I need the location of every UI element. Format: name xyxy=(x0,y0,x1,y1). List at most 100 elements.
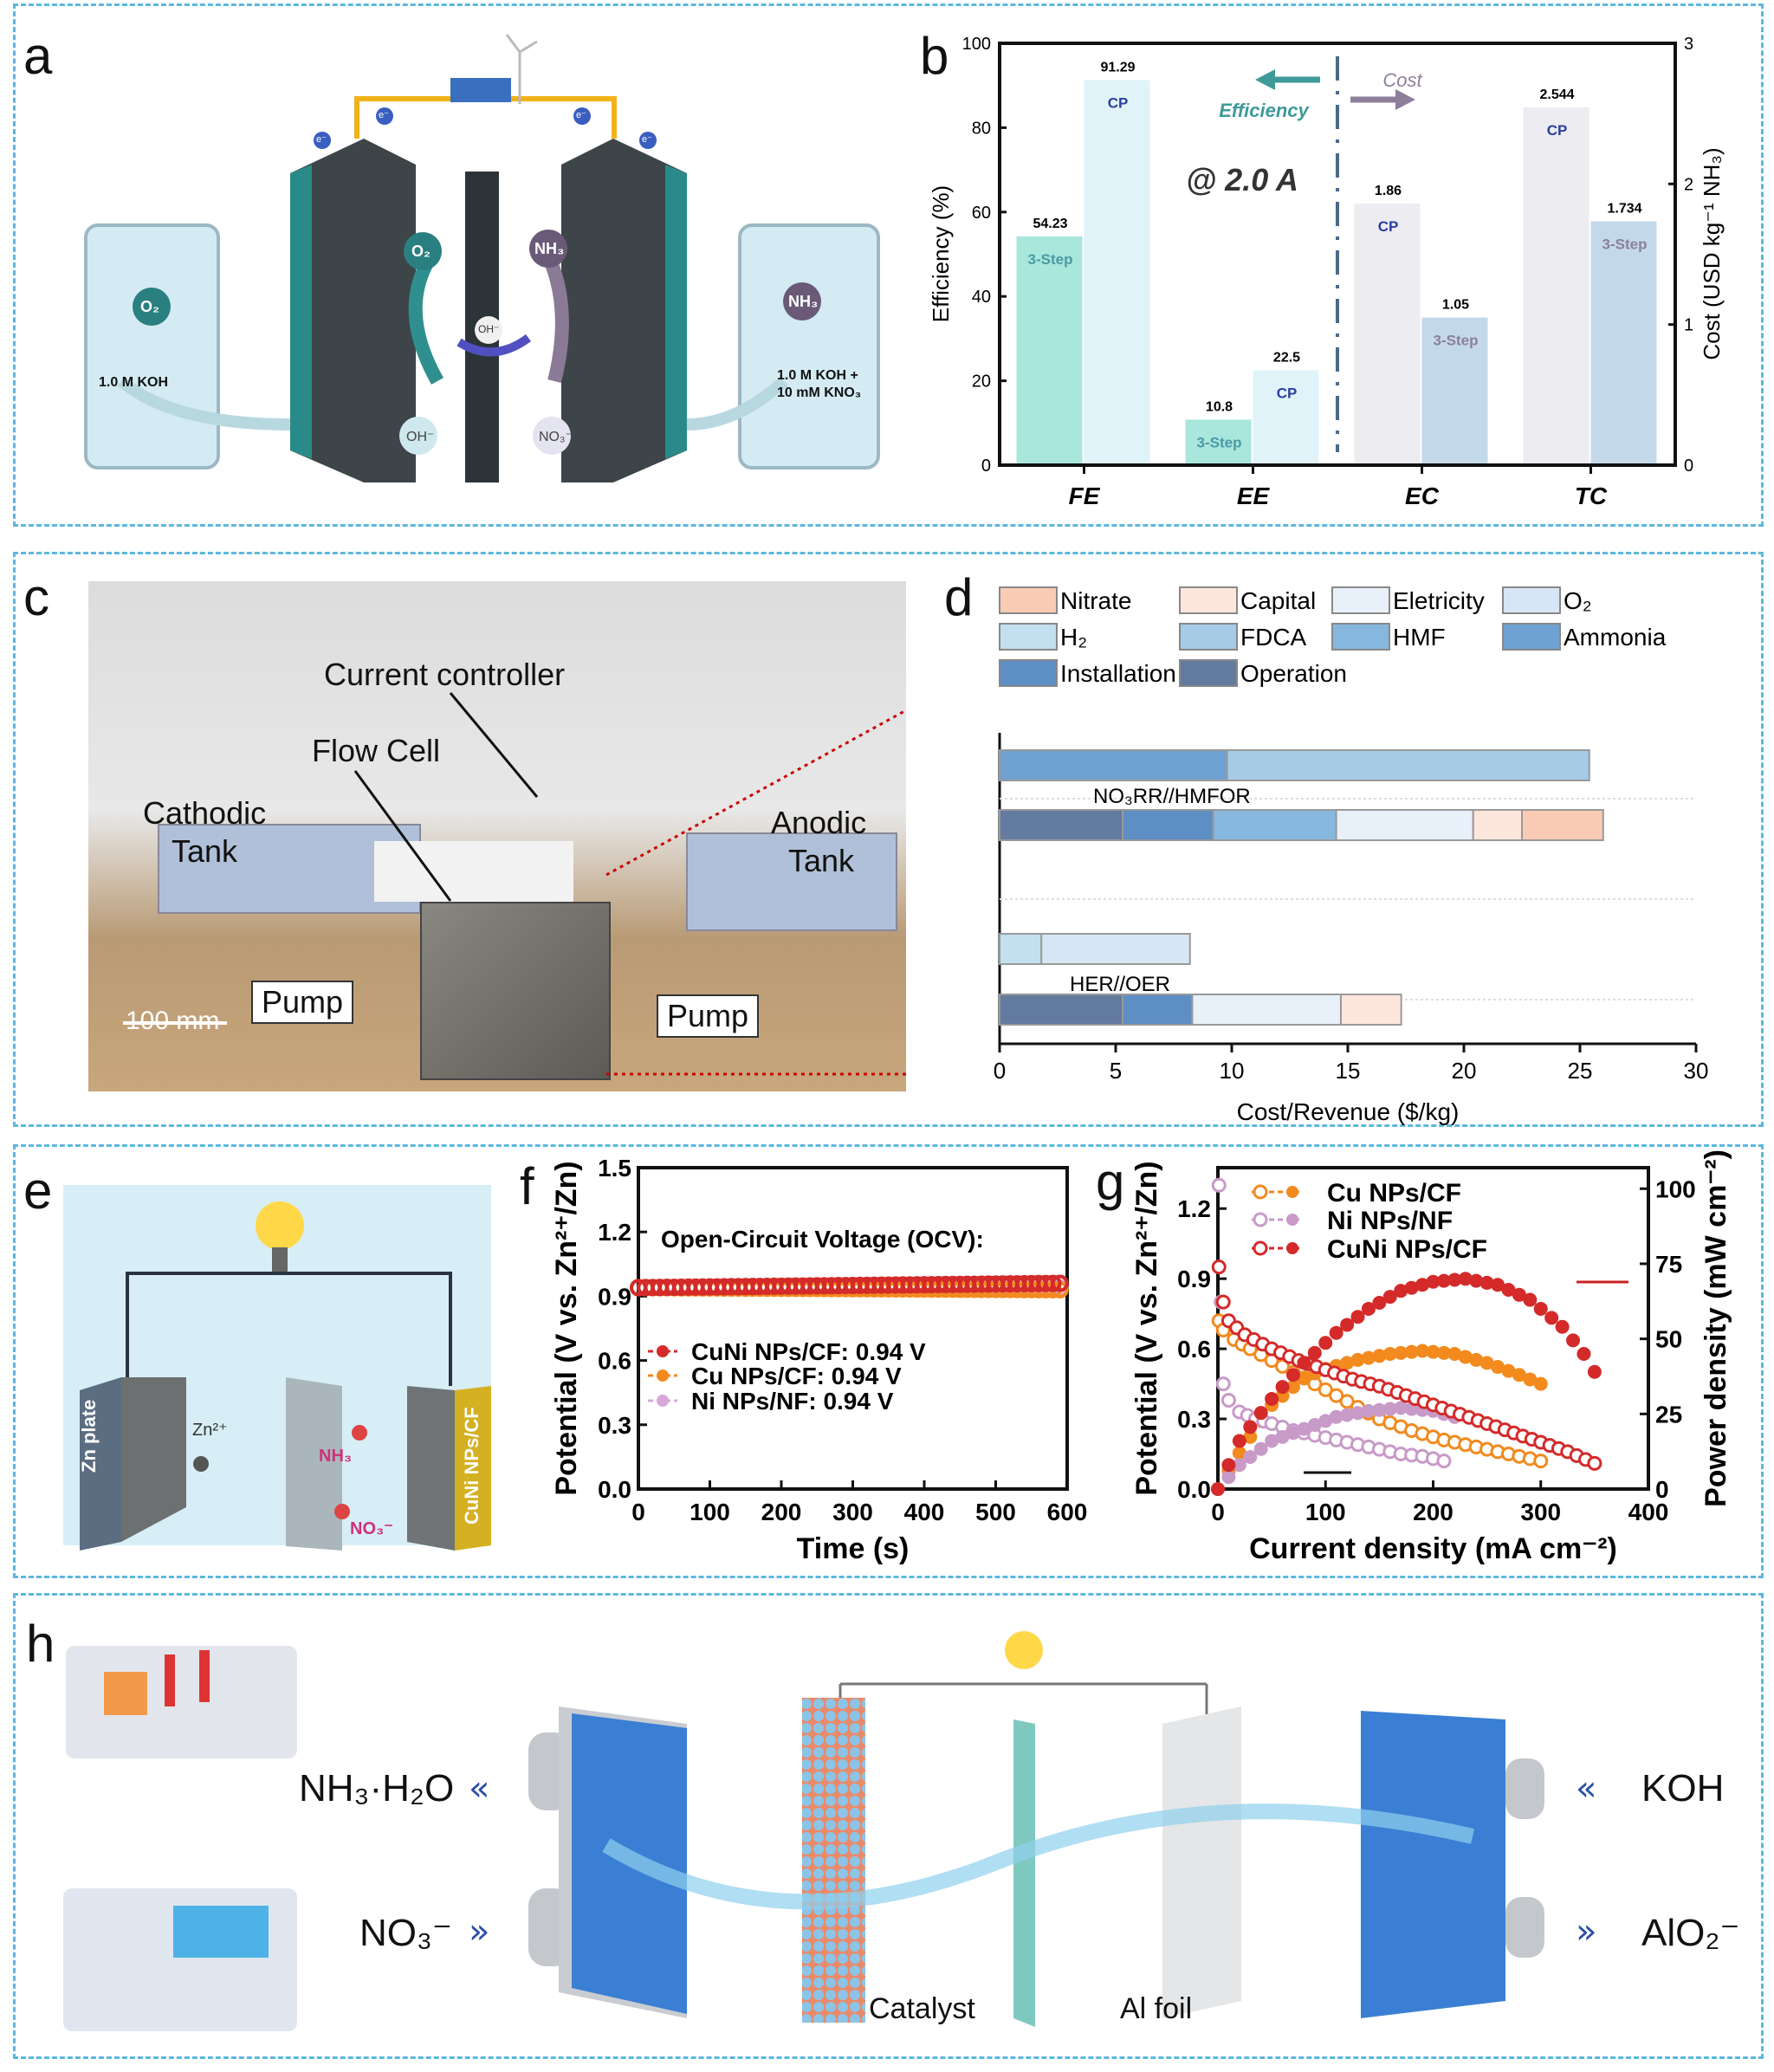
bar-segment-capital xyxy=(1472,809,1523,841)
power-point-cuni-nps-cf xyxy=(1394,1284,1408,1298)
y-axis-label: Potential (V vs. Zn²⁺/Zn) xyxy=(1130,1161,1163,1495)
bar-segment-fdca xyxy=(1226,749,1590,781)
power-point-cuni-nps-cf xyxy=(1253,1406,1268,1421)
al-foil-label: Al foil xyxy=(1120,1992,1193,2025)
bar-value-label: 10.8 xyxy=(1206,399,1233,414)
panel-label-f: f xyxy=(520,1157,534,1215)
potential-point-cu-nps-cf xyxy=(1275,1358,1291,1374)
bar-segment-eletricity xyxy=(1191,994,1342,1026)
power-point-cu-nps-cf xyxy=(1243,1429,1258,1444)
power-point-ni-nps-nf xyxy=(1307,1418,1322,1433)
power-point-ni-nps-nf xyxy=(1318,1414,1333,1428)
chart-title: Open-Circuit Voltage (OCV): xyxy=(661,1226,984,1253)
power-point-cuni-nps-cf xyxy=(1232,1434,1246,1448)
factory-icon xyxy=(66,1646,297,1758)
power-point-cuni-nps-cf xyxy=(1512,1287,1526,1302)
power-point-ni-nps-nf xyxy=(1275,1429,1290,1444)
power-point-cu-nps-cf xyxy=(1512,1368,1526,1382)
o2-label-left: O₂ xyxy=(140,298,159,315)
potential-point-cu-nps-cf xyxy=(1318,1382,1333,1397)
panel-label-c: c xyxy=(23,568,49,626)
x-tick-label: 200 xyxy=(1413,1499,1454,1525)
power-point-ni-nps-nf xyxy=(1253,1441,1268,1456)
bar-tc-cp xyxy=(1523,107,1589,464)
power-point-cu-nps-cf xyxy=(1404,1344,1419,1359)
current-controller xyxy=(374,841,573,902)
x-tick-label: 15 xyxy=(1336,1058,1361,1084)
bar-series-label: CP xyxy=(1277,385,1298,401)
power-point-ni-nps-nf xyxy=(1243,1450,1258,1465)
oh-transfer-arrow xyxy=(456,333,531,357)
power-point-cuni-nps-cf xyxy=(1426,1274,1441,1289)
legend-marker-filled xyxy=(1286,1242,1298,1254)
legend-swatch-4 xyxy=(999,623,1058,651)
nh3-label-right: NH₃ xyxy=(788,293,819,310)
group-label: NO₃RR//HMFOR xyxy=(1093,785,1251,808)
current-controller-label: Current controller xyxy=(324,657,566,692)
power-point-cuni-nps-cf xyxy=(1587,1364,1602,1379)
bar-tc-3-step xyxy=(1590,221,1657,463)
x-tick-label: 300 xyxy=(832,1499,873,1525)
x-tick-label: 100 xyxy=(1305,1499,1346,1525)
al-foil-plate xyxy=(1162,1706,1241,2018)
x-tick-label: 300 xyxy=(1520,1499,1561,1525)
y-axis-label: Efficiency (%) xyxy=(928,185,954,322)
anode-plate xyxy=(561,139,687,482)
panel-label-d: d xyxy=(944,568,974,626)
y-right-tick-label: 50 xyxy=(1655,1326,1682,1353)
y-tick-label: 0.0 xyxy=(598,1476,631,1503)
cathode-plate xyxy=(455,1386,491,1551)
power-point-cuni-nps-cf xyxy=(1382,1290,1397,1305)
bar-segment-o₂ xyxy=(1040,933,1191,965)
bar-series-label: CP xyxy=(1108,94,1129,111)
y-tick-label: 1.2 xyxy=(1177,1195,1211,1222)
power-point-cuni-nps-cf xyxy=(1361,1301,1376,1316)
legend-swatch-6 xyxy=(1331,623,1390,651)
flow-cell-schematic xyxy=(84,34,880,482)
bar-fe-cp xyxy=(1084,80,1150,464)
light-bulb-icon xyxy=(1005,1631,1043,1669)
bar-segment-eletricity xyxy=(1335,809,1474,841)
legend-marker xyxy=(657,1345,669,1357)
nh3-h2o-label: NH₃·H₂O xyxy=(299,1767,455,1810)
potential-point-ni-nps-nf xyxy=(1211,1177,1227,1193)
no3-label-h: NO₃⁻ xyxy=(359,1912,453,1954)
x-axis-label: Time (s) xyxy=(797,1532,910,1565)
chart-f: 0 100 200 300 400 500 600 0.0 0.3 0.6 0.9 1.2 1.5 Tim… xyxy=(550,1155,1087,1565)
potential-point-ni-nps-nf xyxy=(1215,1376,1231,1392)
pump-left-label: Pump xyxy=(251,981,354,1024)
legend-swatch-3 xyxy=(1502,586,1561,614)
electron-label-1: e⁻ xyxy=(316,134,327,145)
y-tick-label: 60 xyxy=(972,204,991,223)
panel-label-b: b xyxy=(920,27,949,85)
panel-label-e: e xyxy=(23,1162,53,1220)
electrolyte-flow xyxy=(602,1803,1475,1910)
power-point-cuni-nps-cf xyxy=(1285,1368,1300,1382)
power-point-cu-nps-cf xyxy=(1501,1363,1516,1378)
legend-marker xyxy=(657,1369,669,1382)
bar-series-label: 3-Step xyxy=(1434,333,1479,349)
bar-segment-hmf xyxy=(1212,809,1337,841)
power-point-cuni-nps-cf xyxy=(1415,1278,1430,1292)
power-point-cuni-nps-cf xyxy=(1523,1292,1538,1307)
efficiency-arrowhead xyxy=(1255,69,1275,90)
right-tank-icon xyxy=(738,223,880,469)
power-point-ni-nps-nf xyxy=(1297,1421,1311,1436)
power-point-ni-nps-nf xyxy=(1329,1409,1343,1424)
input-arrow-right: « xyxy=(1576,1769,1596,1809)
power-point-cuni-nps-cf xyxy=(1566,1333,1581,1348)
y-right-tick-label: 100 xyxy=(1655,1175,1696,1202)
power-point-ni-nps-nf xyxy=(1232,1458,1246,1473)
y-tick-label: 0.3 xyxy=(598,1412,631,1439)
y-tick-label: 20 xyxy=(972,372,991,392)
power-point-ni-nps-nf xyxy=(1265,1434,1279,1448)
power-point-cuni-nps-cf xyxy=(1275,1380,1290,1395)
bar-series-label: CP xyxy=(1378,218,1399,235)
y-right-tick-label: 2 xyxy=(1684,175,1693,194)
y-right-tick-label: 75 xyxy=(1655,1251,1682,1278)
power-point-cuni-nps-cf xyxy=(1469,1273,1484,1288)
nh3-label-center: NH₃ xyxy=(534,240,565,257)
y-axis-label: Potential (V vs. Zn²⁺/Zn) xyxy=(550,1161,583,1495)
panel-efg-frame xyxy=(13,1144,1764,1578)
legend-label: O₂ xyxy=(1564,587,1592,614)
